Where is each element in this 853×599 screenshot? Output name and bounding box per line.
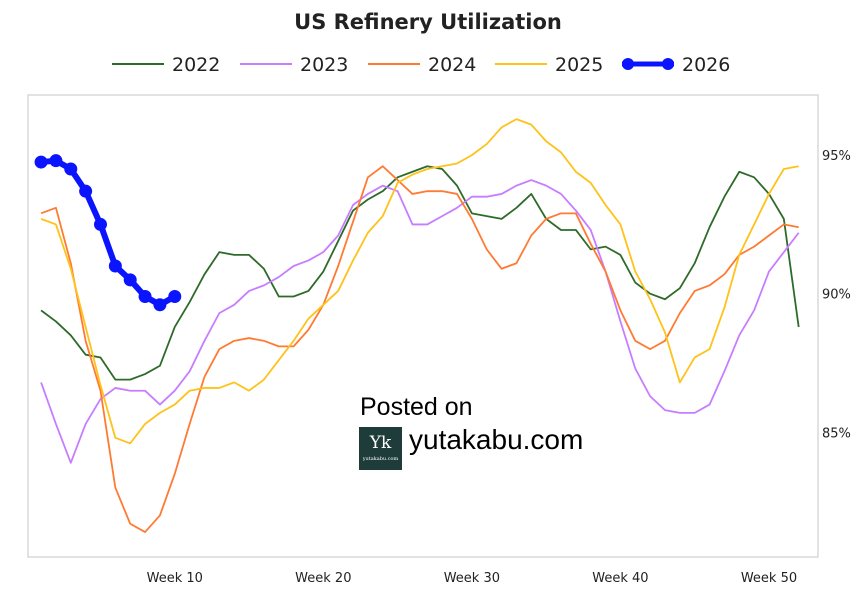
legend-marker-2026 bbox=[662, 58, 674, 70]
data-point-2026 bbox=[34, 155, 48, 169]
legend-label-2023: 2023 bbox=[300, 54, 348, 76]
y-tick-label: 95% bbox=[822, 149, 851, 164]
legend-label-2022: 2022 bbox=[172, 54, 220, 76]
x-axis: Week 10 Week 20 Week 30 Week 40 Week 50 bbox=[147, 571, 798, 586]
data-point-2026 bbox=[49, 154, 63, 168]
series-line-2026 bbox=[40, 157, 177, 308]
data-point-2026 bbox=[93, 217, 107, 231]
x-tick-label: Week 40 bbox=[592, 571, 648, 586]
y-tick-label: 90% bbox=[822, 288, 851, 303]
watermark-site: yutakabu.com bbox=[409, 424, 584, 455]
series-group bbox=[34, 118, 800, 533]
data-point-2026 bbox=[123, 273, 137, 287]
watermark-posted-on: Posted on bbox=[360, 393, 473, 421]
data-point-2026 bbox=[79, 184, 93, 198]
x-tick-label: Week 30 bbox=[444, 571, 500, 586]
data-point-2026 bbox=[168, 289, 182, 303]
series-line-2024 bbox=[40, 165, 799, 533]
legend-label-2024: 2024 bbox=[428, 54, 476, 76]
y-axis: 85% 90% 95% bbox=[822, 149, 851, 441]
series-line-2023 bbox=[40, 179, 800, 464]
legend-marker-2026 bbox=[622, 58, 634, 70]
data-point-2026 bbox=[64, 162, 78, 176]
legend-label-2025: 2025 bbox=[555, 54, 603, 76]
data-point-2026 bbox=[138, 289, 152, 303]
yutakabu-logo: Yk yutakabu.com bbox=[359, 427, 402, 470]
y-tick-label: 85% bbox=[822, 426, 851, 441]
legend: 2022 2023 2024 2025 2026 bbox=[112, 54, 730, 76]
series-line-2022 bbox=[40, 165, 800, 381]
data-point-2026 bbox=[108, 259, 122, 273]
x-tick-label: Week 10 bbox=[147, 571, 203, 586]
x-tick-label: Week 50 bbox=[741, 571, 797, 586]
x-tick-label: Week 20 bbox=[295, 571, 351, 586]
legend-label-2026: 2026 bbox=[682, 54, 730, 76]
plot-area bbox=[27, 94, 819, 558]
data-point-2026 bbox=[153, 298, 167, 312]
series-line-2025 bbox=[40, 118, 799, 445]
chart-title: US Refinery Utilization bbox=[294, 10, 562, 34]
